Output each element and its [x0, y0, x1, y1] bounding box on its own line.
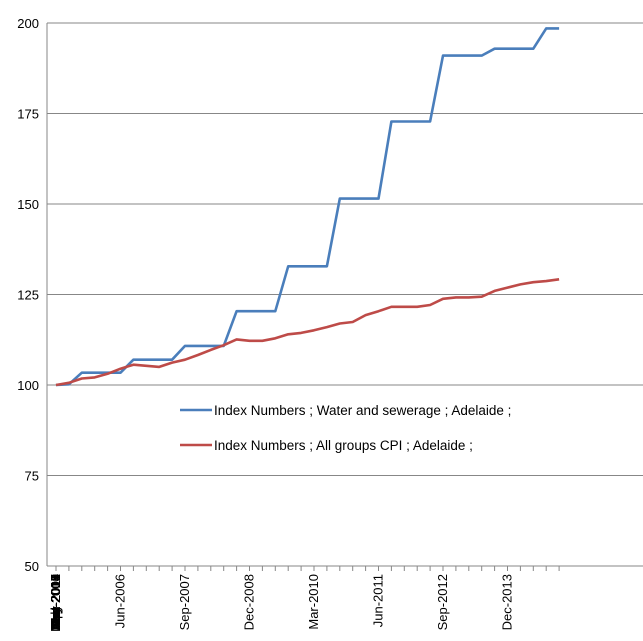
x-tick-label: Apr-2007 [48, 574, 63, 627]
legend-label: Index Numbers ; All groups CPI ; Adelaid… [214, 438, 473, 453]
series-line-water-and-sewerage [55, 27, 560, 387]
legend-label: Index Numbers ; Water and sewerage ; Ade… [214, 403, 511, 418]
y-tick-label: 200 [17, 16, 39, 31]
x-tick-label: Aug-2010 [48, 574, 63, 630]
x-tick-label: May-2014 [48, 574, 63, 632]
x-tick-label: Jan-2006 [48, 574, 63, 628]
series-line-all-groups-cpi [55, 278, 560, 387]
x-tick-label: Apr-2012 [48, 574, 63, 627]
x-tick-label: Feb-2013 [48, 574, 63, 630]
x-tick-label: Dec-2013 [500, 574, 515, 630]
x-tick-label: May-2009 [48, 574, 63, 632]
y-tick-label: 100 [17, 378, 39, 393]
x-tick-label: Sep-2012 [435, 574, 450, 630]
x-tick-label: Sep-2007 [177, 574, 192, 630]
y-tick-label: 50 [25, 559, 39, 574]
y-tick-label: 175 [17, 107, 39, 122]
series-lines [55, 27, 560, 387]
x-tick-label: Jun-2006 [113, 574, 128, 628]
y-tick-label: 150 [17, 197, 39, 212]
x-tick-label: Mar-2005 [48, 574, 63, 630]
x-tick-label: Jul-2013 [48, 574, 63, 624]
gridlines [47, 22, 643, 476]
x-tick-label: Dec-2008 [242, 574, 257, 630]
axes [46, 23, 643, 571]
y-tick-label: 75 [25, 469, 39, 484]
x-tick-label: Jan-2011 [48, 574, 63, 627]
y-tick-label: 125 [17, 288, 39, 303]
x-tick-label: Nov-2006 [48, 574, 63, 630]
y-axis-tick-labels: 50 75 100 125 150 175 200 [17, 16, 39, 574]
x-tick-label: Oct-2009 [48, 574, 63, 627]
x-tick-label: Oct-2014 [48, 574, 63, 627]
x-tick-label: Nov-2011 [48, 574, 63, 629]
x-tick-label: Jul-2008 [48, 574, 63, 624]
x-tick-label: Jun-2011 [371, 574, 386, 627]
x-tick-label: Feb-2008 [48, 574, 63, 630]
legend: Index Numbers ; Water and sewerage ; Ade… [180, 403, 511, 453]
x-tick-label: Mar-2010 [306, 574, 321, 630]
x-tick-label: Aug-2005 [48, 574, 63, 630]
